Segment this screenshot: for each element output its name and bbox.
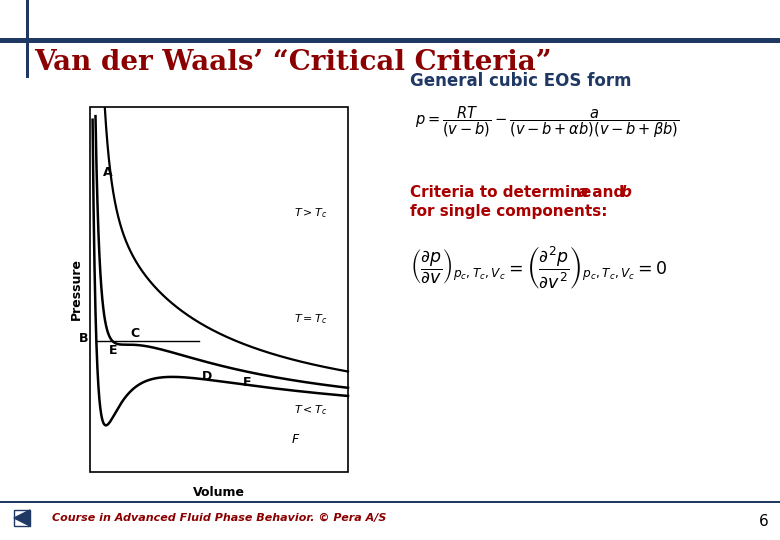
Text: for single components:: for single components: xyxy=(410,204,608,219)
Text: E: E xyxy=(108,344,117,357)
Bar xyxy=(14,510,30,526)
Bar xyxy=(26,0,29,78)
Text: Pressure: Pressure xyxy=(69,259,83,321)
Text: b: b xyxy=(621,185,632,200)
Bar xyxy=(0,501,780,503)
Text: and: and xyxy=(587,185,629,200)
Text: F: F xyxy=(243,375,251,389)
Bar xyxy=(0,38,780,43)
Text: $T > T_c$: $T > T_c$ xyxy=(294,206,328,220)
Text: Criteria to determine: Criteria to determine xyxy=(410,185,597,200)
Polygon shape xyxy=(14,510,30,526)
Text: Van der Waals’ “Critical Criteria”: Van der Waals’ “Critical Criteria” xyxy=(34,49,551,76)
Text: Course in Advanced Fluid Phase Behavior. © Pera A/S: Course in Advanced Fluid Phase Behavior.… xyxy=(52,513,386,523)
Text: $T = T_c$: $T = T_c$ xyxy=(294,312,328,326)
Text: B: B xyxy=(79,332,88,345)
Text: A: A xyxy=(103,166,113,179)
Text: $p = \dfrac{RT}{(v-b)} - \dfrac{a}{(v-b+\alpha b)(v-b+\beta b)}$: $p = \dfrac{RT}{(v-b)} - \dfrac{a}{(v-b+… xyxy=(415,104,679,140)
Text: 6: 6 xyxy=(759,515,769,530)
Text: C: C xyxy=(131,327,140,340)
Bar xyxy=(90,107,348,472)
Text: a: a xyxy=(578,185,588,200)
Text: D: D xyxy=(201,370,211,383)
Text: Volume: Volume xyxy=(193,485,245,498)
Text: $F$: $F$ xyxy=(291,433,300,446)
Text: $\left(\dfrac{\partial p}{\partial v}\right)_{p_c,T_c,V_c}$$ = \left(\dfrac{\par: $\left(\dfrac{\partial p}{\partial v}\ri… xyxy=(410,245,668,291)
Text: $T < T_c$: $T < T_c$ xyxy=(294,403,328,417)
Text: General cubic EOS form: General cubic EOS form xyxy=(410,72,632,90)
